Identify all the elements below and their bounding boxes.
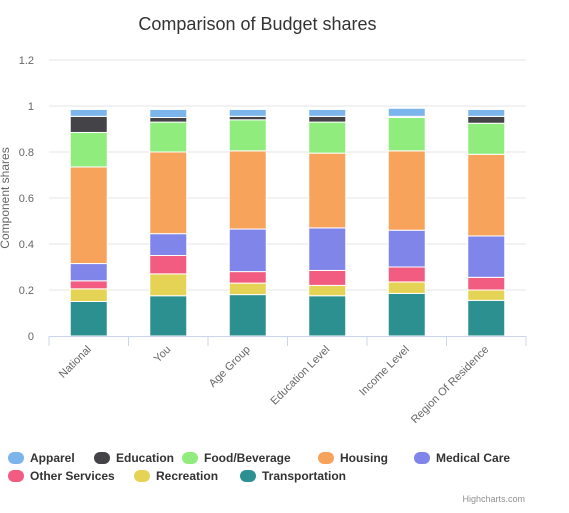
bar-segment-other-services[interactable] — [228, 271, 267, 284]
legend-item-apparel[interactable]: Apparel — [8, 451, 75, 465]
y-tick-label: 1.2 — [19, 55, 34, 67]
bar-segment-transportation[interactable] — [69, 301, 108, 337]
chart-plot: 0 0.2 0.4 0.6 0.8 1 1.2 National You Age Group Edu… — [0, 55, 527, 426]
legend-label: Food/Beverage — [204, 451, 291, 465]
legend: Apparel Education Food/Beverage Housing Medi… — [0, 451, 569, 487]
bar-segment-recreation[interactable] — [228, 282, 267, 296]
bar-segment-recreation[interactable] — [467, 289, 506, 301]
credits-link[interactable]: Highcharts.com — [462, 494, 525, 504]
bar-segment-medical-care[interactable] — [69, 263, 108, 282]
bar-segment-housing[interactable] — [308, 152, 347, 229]
bar-segment-apparel[interactable] — [387, 107, 426, 117]
bar-segment-education[interactable] — [149, 117, 188, 123]
bar-segment-apparel[interactable] — [228, 108, 267, 117]
legend-label: Recreation — [156, 469, 219, 483]
y-axis-title: Component shares — [0, 147, 12, 248]
y-tick-label: 1 — [28, 101, 34, 113]
bar-segment-recreation[interactable] — [308, 284, 347, 297]
bar-segment-other-services[interactable] — [467, 276, 506, 291]
bar-segment-medical-care[interactable] — [228, 228, 267, 273]
bar-segment-medical-care[interactable] — [308, 227, 347, 271]
legend-label: Transportation — [262, 469, 347, 483]
bar-segment-recreation[interactable] — [387, 281, 426, 294]
legend-swatch — [8, 470, 24, 482]
legend-swatch — [240, 470, 256, 482]
bar-segment-food-beverage[interactable] — [149, 121, 188, 153]
y-tick-label: 0.8 — [19, 147, 34, 159]
x-tick-label: You — [152, 344, 174, 366]
bar-segment-food-beverage[interactable] — [228, 119, 267, 152]
legend-label: Medical Care — [436, 451, 511, 465]
bar-segment-housing[interactable] — [467, 153, 506, 237]
bar-segment-transportation[interactable] — [149, 295, 188, 337]
bar-segment-education[interactable] — [228, 115, 267, 121]
legend-item-food-beverage[interactable]: Food/Beverage — [182, 451, 291, 465]
bar-segment-other-services[interactable] — [149, 255, 188, 275]
x-tick-label: Education Level — [269, 344, 333, 408]
bar-segment-other-services[interactable] — [308, 269, 347, 286]
legend-label: Apparel — [30, 451, 75, 465]
bar-segment-food-beverage[interactable] — [387, 117, 426, 152]
bar-segment-transportation[interactable] — [308, 295, 347, 337]
x-tick-label: National — [57, 344, 94, 381]
bar-segment-recreation[interactable] — [69, 288, 108, 303]
bar-segment-apparel[interactable] — [308, 108, 347, 117]
bar-segment-housing[interactable] — [387, 150, 426, 231]
legend-label: Education — [116, 451, 175, 465]
bar-segment-medical-care[interactable] — [387, 229, 426, 268]
bar-segment-housing[interactable] — [228, 150, 267, 230]
legend-item-other-services[interactable]: Other Services — [8, 469, 115, 483]
bar-segment-other-services[interactable] — [69, 280, 108, 290]
y-tick-label: 0.6 — [19, 193, 34, 205]
x-tick-label: Age Group — [207, 344, 253, 390]
bar-segment-medical-care[interactable] — [149, 233, 188, 256]
bar-segment-apparel[interactable] — [467, 108, 506, 117]
legend-swatch — [134, 470, 150, 482]
legend-label: Housing — [340, 451, 388, 465]
y-tick-label: 0.2 — [19, 285, 34, 297]
bar-segment-transportation[interactable] — [387, 292, 426, 337]
chart-title: Comparison of Budget shares — [138, 14, 377, 34]
bar-segment-education[interactable] — [467, 115, 506, 124]
bar-segment-apparel[interactable] — [149, 108, 188, 118]
y-tick-label: 0 — [28, 331, 34, 343]
legend-swatch — [182, 452, 198, 464]
bar-segment-medical-care[interactable] — [467, 235, 506, 278]
x-tick-label: Income Level — [357, 344, 412, 399]
bar-segment-transportation[interactable] — [228, 294, 267, 337]
legend-item-transportation[interactable]: Transportation — [240, 469, 346, 483]
legend-item-recreation[interactable]: Recreation — [134, 469, 218, 483]
legend-swatch — [94, 452, 110, 464]
bar-segment-other-services[interactable] — [387, 266, 426, 283]
bar-segment-housing[interactable] — [69, 166, 108, 265]
bar-segment-transportation[interactable] — [467, 299, 506, 337]
legend-item-medical-care[interactable]: Medical Care — [414, 451, 510, 465]
bar-segment-education[interactable] — [69, 115, 108, 133]
bar-segment-housing[interactable] — [149, 151, 188, 235]
bar-segment-food-beverage[interactable] — [69, 131, 108, 168]
bar-segment-apparel[interactable] — [69, 108, 108, 117]
bar-segment-recreation[interactable] — [149, 273, 188, 297]
legend-item-education[interactable]: Education — [94, 451, 174, 465]
legend-swatch — [318, 452, 334, 464]
legend-swatch — [8, 452, 24, 464]
bar-segment-food-beverage[interactable] — [467, 122, 506, 155]
x-tick-label: Region Of Residence — [409, 344, 491, 426]
y-tick-label: 0.4 — [19, 239, 34, 251]
legend-item-housing[interactable]: Housing — [318, 451, 388, 465]
legend-label: Other Services — [30, 469, 115, 483]
legend-swatch — [414, 452, 430, 464]
bar-segment-food-beverage[interactable] — [308, 121, 347, 154]
bar-segment-education[interactable] — [308, 115, 347, 123]
